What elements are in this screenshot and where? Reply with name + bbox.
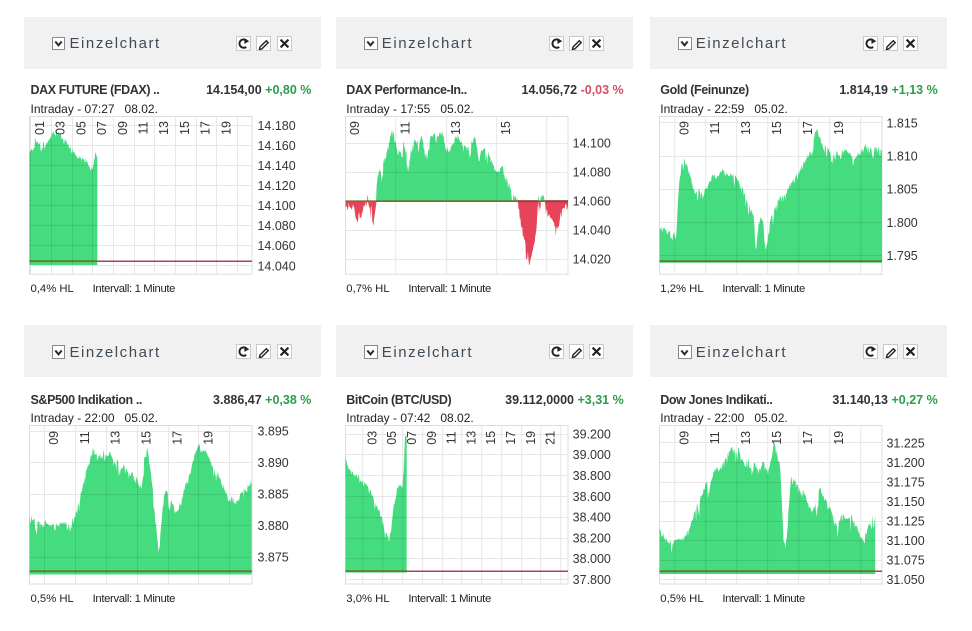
svg-text:11: 11 <box>708 121 722 134</box>
svg-text:3.890: 3.890 <box>257 456 288 470</box>
svg-text:3.875: 3.875 <box>257 550 288 564</box>
svg-text:31.100: 31.100 <box>886 534 924 548</box>
svg-text:15: 15 <box>499 121 513 135</box>
svg-text:15: 15 <box>770 121 784 135</box>
svg-text:1.800: 1.800 <box>886 216 917 230</box>
svg-text:11: 11 <box>444 431 458 444</box>
svg-text:09: 09 <box>425 431 439 445</box>
svg-text:31.125: 31.125 <box>886 514 924 528</box>
svg-text:19: 19 <box>201 431 215 445</box>
svg-text:37.800: 37.800 <box>572 573 610 586</box>
svg-text:09: 09 <box>348 121 362 135</box>
svg-text:31.050: 31.050 <box>886 573 924 586</box>
svg-text:11: 11 <box>78 431 92 444</box>
svg-text:17: 17 <box>170 431 184 445</box>
svg-text:3.885: 3.885 <box>257 488 288 502</box>
svg-text:38.400: 38.400 <box>572 511 610 525</box>
svg-text:01: 01 <box>33 121 47 135</box>
svg-text:3.895: 3.895 <box>257 425 288 439</box>
svg-text:17: 17 <box>801 121 815 135</box>
svg-text:14.060: 14.060 <box>572 194 610 208</box>
svg-text:14.020: 14.020 <box>572 252 610 266</box>
svg-text:1.810: 1.810 <box>886 149 917 163</box>
svg-text:1.815: 1.815 <box>886 116 917 130</box>
svg-text:19: 19 <box>219 121 233 135</box>
svg-text:1.795: 1.795 <box>886 249 917 263</box>
svg-text:17: 17 <box>504 431 518 445</box>
svg-text:3.880: 3.880 <box>257 519 288 533</box>
svg-text:07: 07 <box>405 431 419 445</box>
svg-text:09: 09 <box>116 121 130 135</box>
svg-text:38.200: 38.200 <box>572 531 610 545</box>
svg-text:09: 09 <box>47 431 61 445</box>
svg-text:13: 13 <box>464 431 478 445</box>
svg-text:14.140: 14.140 <box>257 159 295 173</box>
svg-text:09: 09 <box>677 121 691 135</box>
svg-text:14.160: 14.160 <box>257 139 295 153</box>
svg-text:14.060: 14.060 <box>257 239 295 253</box>
svg-text:13: 13 <box>157 121 171 135</box>
svg-text:19: 19 <box>524 431 538 445</box>
svg-text:13: 13 <box>739 121 753 135</box>
svg-text:14.100: 14.100 <box>572 136 610 150</box>
svg-text:11: 11 <box>136 121 150 134</box>
svg-text:09: 09 <box>677 431 691 445</box>
svg-text:05: 05 <box>74 121 88 135</box>
svg-text:13: 13 <box>449 121 463 135</box>
svg-text:15: 15 <box>770 431 784 445</box>
svg-text:17: 17 <box>801 431 815 445</box>
svg-text:15: 15 <box>178 121 192 135</box>
svg-text:13: 13 <box>109 431 123 445</box>
svg-text:39.000: 39.000 <box>572 448 610 462</box>
svg-text:19: 19 <box>832 431 846 445</box>
svg-text:31.075: 31.075 <box>886 553 924 567</box>
svg-text:38.800: 38.800 <box>572 469 610 483</box>
svg-text:19: 19 <box>832 121 846 135</box>
svg-text:03: 03 <box>365 431 379 445</box>
svg-text:14.080: 14.080 <box>257 219 295 233</box>
svg-text:31.150: 31.150 <box>886 495 924 509</box>
svg-text:14.040: 14.040 <box>257 259 295 273</box>
svg-text:1.805: 1.805 <box>886 183 917 197</box>
svg-text:31.200: 31.200 <box>886 456 924 470</box>
svg-text:31.225: 31.225 <box>886 436 924 450</box>
svg-text:14.120: 14.120 <box>257 179 295 193</box>
svg-text:38.600: 38.600 <box>572 490 610 504</box>
svg-text:15: 15 <box>484 431 498 445</box>
svg-text:21: 21 <box>543 431 557 445</box>
svg-text:05: 05 <box>385 431 399 445</box>
svg-text:14.040: 14.040 <box>572 223 610 237</box>
svg-text:13: 13 <box>739 431 753 445</box>
svg-text:14.180: 14.180 <box>257 119 295 133</box>
svg-text:17: 17 <box>199 121 213 135</box>
svg-text:31.175: 31.175 <box>886 475 924 489</box>
svg-text:07: 07 <box>95 121 109 135</box>
svg-text:14.100: 14.100 <box>257 199 295 213</box>
svg-text:14.080: 14.080 <box>572 165 610 179</box>
svg-text:38.000: 38.000 <box>572 552 610 566</box>
svg-text:11: 11 <box>398 121 412 134</box>
svg-text:15: 15 <box>140 431 154 445</box>
svg-text:39.200: 39.200 <box>572 427 610 441</box>
svg-text:03: 03 <box>54 121 68 135</box>
svg-text:11: 11 <box>708 431 722 444</box>
